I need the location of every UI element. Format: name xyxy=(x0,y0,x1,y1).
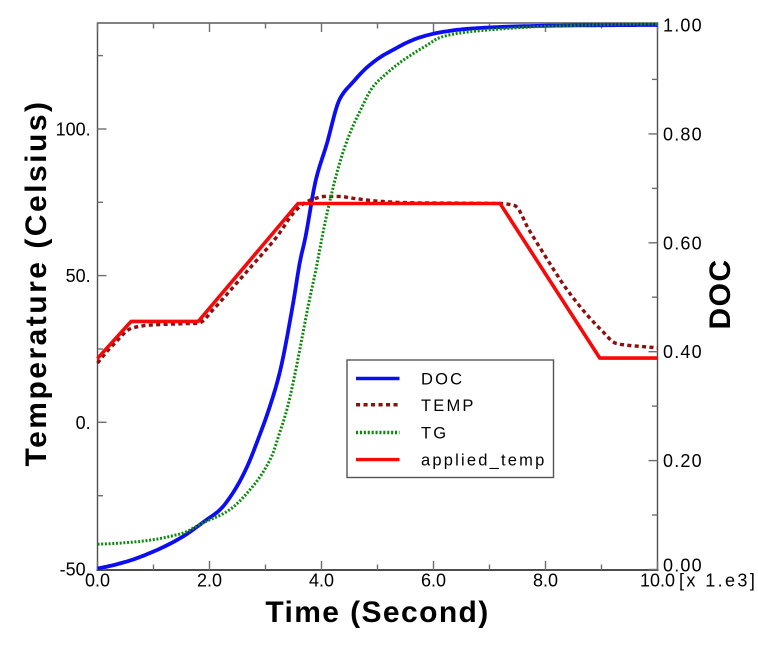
svg-text:0.80: 0.80 xyxy=(663,124,703,144)
svg-text:Time (Second): Time (Second) xyxy=(265,596,489,629)
svg-text:0.60: 0.60 xyxy=(663,233,703,253)
svg-text:6.0: 6.0 xyxy=(421,571,446,591)
svg-text:50.: 50. xyxy=(66,266,91,286)
svg-text:-50.: -50. xyxy=(60,560,91,580)
svg-text:TG: TG xyxy=(421,425,448,443)
svg-text:Temperature (Celsius): Temperature (Celsius) xyxy=(20,99,53,466)
svg-text:0.20: 0.20 xyxy=(663,451,703,471)
svg-text:0.: 0. xyxy=(76,413,91,433)
svg-text:8.0: 8.0 xyxy=(533,571,558,591)
svg-text:[x 1.e3]: [x 1.e3] xyxy=(679,571,757,591)
svg-text:2.0: 2.0 xyxy=(197,571,222,591)
svg-text:1.00: 1.00 xyxy=(663,16,703,36)
svg-text:4.0: 4.0 xyxy=(309,571,334,591)
svg-text:0.40: 0.40 xyxy=(663,342,703,362)
svg-text:10.0: 10.0 xyxy=(640,571,675,591)
svg-text:DOC: DOC xyxy=(421,371,464,389)
svg-text:0.00: 0.00 xyxy=(663,555,703,575)
svg-text:100.: 100. xyxy=(56,120,91,140)
svg-text:0.0: 0.0 xyxy=(85,571,110,591)
svg-text:TEMP: TEMP xyxy=(421,397,476,415)
svg-text:DOC: DOC xyxy=(704,259,737,330)
svg-text:applied_temp: applied_temp xyxy=(421,452,546,470)
